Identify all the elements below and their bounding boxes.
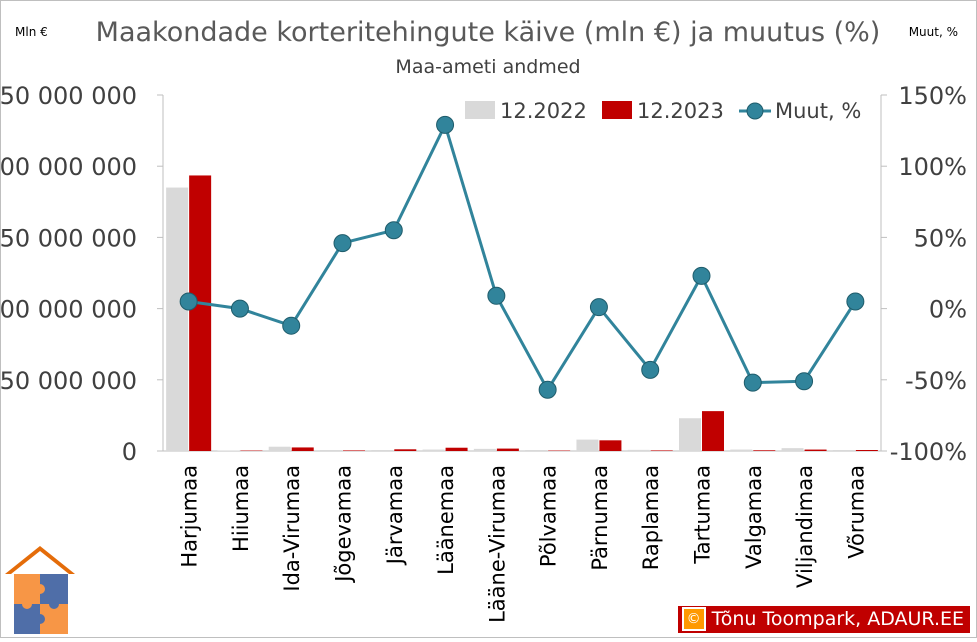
bar-12-2023-2 <box>292 447 314 451</box>
muut-point-10 <box>693 267 710 284</box>
category-label: Valgamaa <box>742 465 766 569</box>
right-tick-label: 150% <box>898 82 967 110</box>
bar-12-2023-13 <box>856 450 878 451</box>
right-axis: -100% -50% 0% 50% 100% 150% <box>881 82 967 466</box>
category-label: Ida-Virumaa <box>280 465 304 592</box>
bar-12-2022-7 <box>525 450 547 451</box>
left-tick-label: 200 000 000 <box>1 153 137 181</box>
bar-12-2023-12 <box>805 450 827 451</box>
left-tick-label: 100 000 000 <box>1 296 137 324</box>
bar-12-2022-4 <box>371 450 393 451</box>
muut-point-5 <box>437 116 454 133</box>
bar-12-2023-0 <box>189 175 211 451</box>
legend: 12.2022 12.2023 Muut, % <box>465 99 861 123</box>
left-tick-label: 0 <box>122 438 137 466</box>
muut-point-7 <box>539 381 556 398</box>
left-tick-label: 50 000 000 <box>1 367 137 395</box>
copyright-text: Tõnu Toompark, ADAUR.EE <box>712 608 964 630</box>
bar-12-2023-9 <box>651 450 673 451</box>
legend-swatch-12-2023 <box>602 101 632 119</box>
right-unit-label: Muut, % <box>909 25 958 39</box>
muut-point-8 <box>590 299 607 316</box>
bar-12-2022-2 <box>269 447 291 451</box>
category-label: Põlvamaa <box>537 465 561 567</box>
legend-label-12-2023: 12.2023 <box>637 99 724 123</box>
puzzle-house-logo <box>5 546 75 634</box>
bar-12-2023-10 <box>702 411 724 451</box>
category-label: Raplamaa <box>639 465 663 570</box>
bar-12-2022-5 <box>423 450 445 451</box>
muut-point-9 <box>642 361 659 378</box>
muut-point-6 <box>488 287 505 304</box>
category-label: Viljandimaa <box>793 465 817 588</box>
left-axis: 0 50 000 000 100 000 000 150 000 000 200 000… <box>1 82 881 466</box>
legend-swatch-12-2022 <box>465 101 495 119</box>
bar-12-2023-4 <box>394 449 416 451</box>
bar-series <box>166 175 878 451</box>
left-unit-label: Mln € <box>15 25 48 39</box>
chart-title: Maakondade korteritehingute käive (mln €… <box>96 17 881 48</box>
category-label: Pärnumaa <box>588 465 612 571</box>
muut-point-13 <box>847 293 864 310</box>
legend-label-muut: Muut, % <box>775 99 861 123</box>
muut-point-3 <box>334 235 351 252</box>
category-label: Jõgevamaa <box>332 465 356 584</box>
category-label: Harjumaa <box>178 465 202 568</box>
bar-12-2022-6 <box>474 449 496 451</box>
chart-subtitle: Maa-ameti andmed <box>395 56 580 78</box>
right-tick-label: 100% <box>898 153 967 181</box>
bar-12-2022-13 <box>833 450 855 451</box>
bar-12-2022-0 <box>166 188 188 451</box>
muut-point-11 <box>744 374 761 391</box>
bar-12-2023-5 <box>446 448 468 451</box>
right-tick-label: 50% <box>914 224 967 252</box>
line-series <box>180 116 864 398</box>
legend-marker-swatch <box>747 103 763 119</box>
category-label: Lääne-Virumaa <box>485 465 509 623</box>
right-tick-label: -100% <box>890 438 967 466</box>
legend-label-12-2022: 12.2022 <box>500 99 587 123</box>
category-label: Läänemaa <box>434 465 458 575</box>
category-label: Tartumaa <box>691 465 715 565</box>
copyright-badge: © Tõnu Toompark, ADAUR.EE <box>678 606 970 633</box>
bar-12-2023-11 <box>753 450 775 451</box>
muut-point-12 <box>796 373 813 390</box>
bar-12-2023-6 <box>497 449 519 451</box>
bar-12-2022-12 <box>782 448 804 451</box>
muut-point-2 <box>283 317 300 334</box>
bar-12-2023-3 <box>343 450 365 451</box>
category-labels: Harjumaa Hiiumaa Ida-Virumaa Jõgevamaa Järva… <box>178 465 869 623</box>
bar-12-2023-8 <box>599 440 621 451</box>
muut-point-4 <box>385 222 402 239</box>
left-tick-label: 150 000 000 <box>1 224 137 252</box>
bar-12-2022-8 <box>576 440 598 451</box>
bar-12-2022-3 <box>320 450 342 451</box>
category-label: Hiiumaa <box>229 465 253 552</box>
bar-12-2022-10 <box>679 418 701 451</box>
bar-12-2022-11 <box>730 450 752 451</box>
right-tick-label: -50% <box>905 367 967 395</box>
copyright-icon: © <box>682 607 706 631</box>
muut-point-1 <box>231 300 248 317</box>
right-tick-label: 0% <box>929 296 967 324</box>
left-tick-label: 250 000 000 <box>1 82 137 110</box>
bar-12-2022-9 <box>628 450 650 451</box>
muut-point-0 <box>180 293 197 310</box>
category-label: Võrumaa <box>844 465 868 559</box>
muut-line <box>189 125 856 390</box>
category-label: Järvamaa <box>383 465 407 566</box>
